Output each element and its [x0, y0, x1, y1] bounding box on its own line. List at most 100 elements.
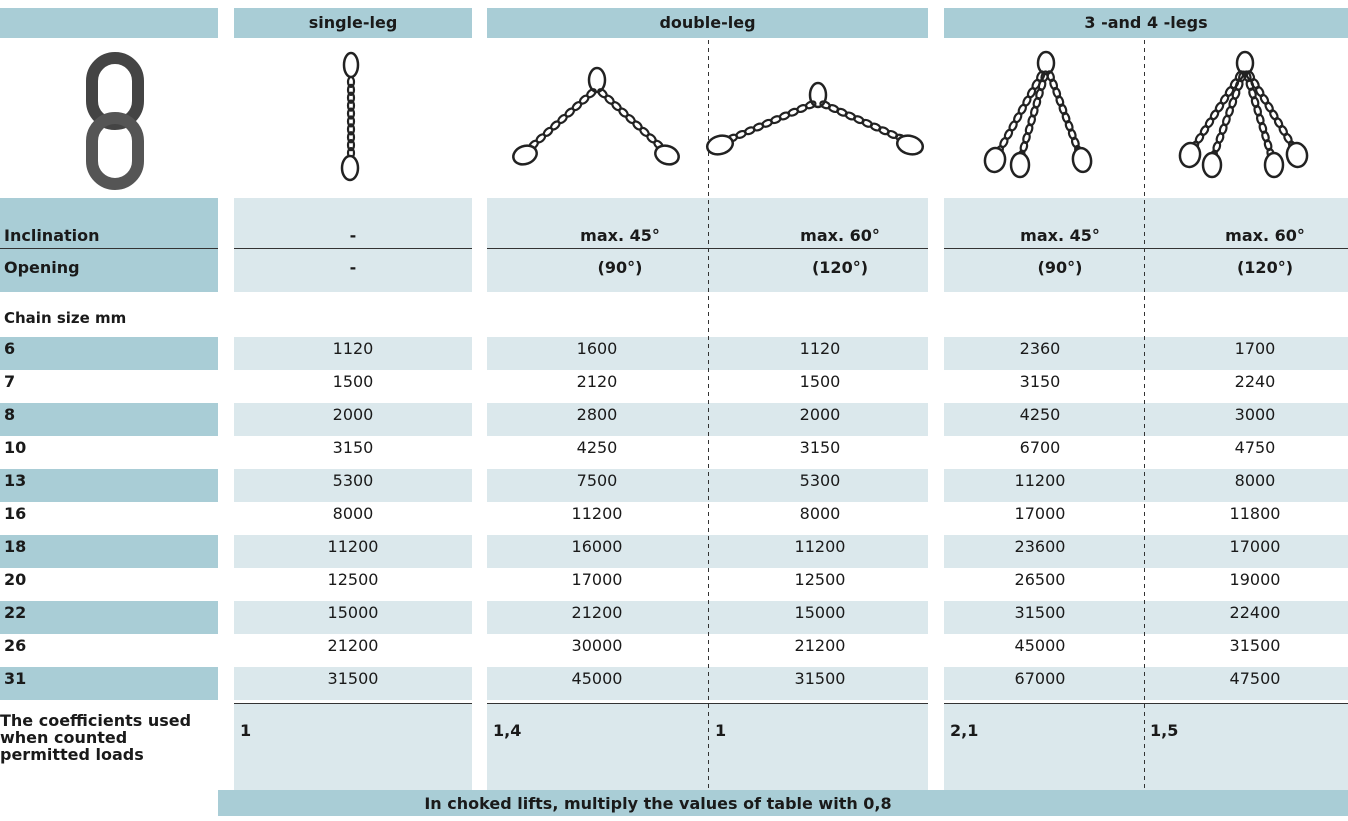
load-value: 7500 [576, 471, 618, 490]
chain-size: 6 [4, 339, 16, 358]
rule [234, 248, 472, 249]
value-cell [234, 667, 472, 700]
chain-link [1046, 70, 1055, 83]
load-value: 3150 [1019, 372, 1061, 391]
value-cell [487, 601, 928, 634]
rule [708, 248, 928, 249]
chain-link [705, 134, 735, 156]
load-value: 22400 [1229, 603, 1281, 622]
chain-link [1009, 151, 1031, 179]
chain-size: 18 [4, 537, 27, 556]
chain-link [1263, 151, 1285, 179]
load-value: 67000 [1014, 669, 1066, 688]
load-value: 31500 [327, 669, 379, 688]
chain-size: 26 [4, 636, 27, 655]
load-value: 12500 [794, 570, 846, 589]
load-value: 15000 [327, 603, 379, 622]
load-value: 45000 [1014, 636, 1066, 655]
value-cell [234, 703, 472, 790]
value-cell [234, 198, 472, 292]
chain-link [1067, 128, 1077, 141]
load-value: 30000 [571, 636, 623, 655]
chain-icons [86, 50, 1309, 190]
value-cell [944, 198, 1348, 292]
label-cell [0, 337, 218, 370]
chain-link [1036, 50, 1056, 76]
value-cell [487, 198, 928, 292]
value-cell [944, 703, 1348, 790]
load-value: 17000 [1014, 504, 1066, 523]
header-cell [944, 8, 1348, 38]
chain-size: 22 [4, 603, 27, 622]
load-value: 17000 [1229, 537, 1281, 556]
load-value: 31500 [794, 669, 846, 688]
chain-link [346, 75, 356, 89]
value-cell [234, 403, 472, 436]
chain-size: 8 [4, 405, 16, 424]
load-value: 1600 [576, 339, 618, 358]
opening-value: (120°) [811, 258, 869, 277]
rule [487, 703, 708, 704]
chain-size: 7 [4, 372, 16, 391]
opening-value: (90°) [597, 258, 643, 277]
value-cell [944, 535, 1348, 568]
label-cell [0, 469, 218, 502]
load-value: 3150 [799, 438, 841, 457]
load-value: 11800 [1229, 504, 1281, 523]
load-value: 31500 [1014, 603, 1066, 622]
chain-link [340, 154, 360, 182]
chain-link [86, 112, 144, 190]
chain-link [1285, 141, 1309, 169]
rule [944, 703, 1144, 704]
row-label: The coefficients used when counted permi… [0, 711, 192, 764]
row-label: Opening [4, 258, 80, 277]
coefficient: 2,1 [950, 721, 979, 740]
chain-link [1052, 86, 1062, 99]
chain-link [346, 91, 356, 104]
opening-value: - [349, 258, 357, 277]
value-cell [234, 535, 472, 568]
load-value: 11200 [327, 537, 379, 556]
load-value: 1120 [332, 339, 374, 358]
load-value: 5300 [332, 471, 374, 490]
load-value: 1500 [799, 372, 841, 391]
load-value: 3000 [1234, 405, 1276, 424]
rule [944, 248, 1144, 249]
load-value: 3150 [332, 438, 374, 457]
coefficient: 1 [715, 721, 727, 740]
load-value: 1120 [799, 339, 841, 358]
value-cell [944, 403, 1348, 436]
load-value: 1700 [1234, 339, 1276, 358]
inclination-value: max. 60° [1225, 226, 1305, 245]
load-value: 8000 [332, 504, 374, 523]
chain-link [1055, 95, 1065, 107]
header-cell [0, 8, 218, 38]
opening-value: (120°) [1236, 258, 1294, 277]
load-value: 8000 [1234, 471, 1276, 490]
rule [234, 703, 472, 704]
chain-link [983, 146, 1007, 174]
value-cell [487, 469, 928, 502]
header-cell [487, 8, 928, 38]
rule [487, 248, 708, 249]
chain-link [1178, 141, 1202, 169]
value-cell [487, 403, 928, 436]
chain-size: 31 [4, 669, 27, 688]
chain-link [1070, 136, 1080, 149]
load-value: 2120 [576, 372, 618, 391]
load-value: 31500 [1229, 636, 1281, 655]
chain-link [512, 144, 538, 166]
value-cell [487, 535, 928, 568]
load-value: 23600 [1014, 537, 1066, 556]
rule [1144, 703, 1348, 704]
load-value: 2240 [1234, 372, 1276, 391]
coefficient: 1,5 [1150, 721, 1179, 740]
chain-size: 16 [4, 504, 27, 523]
value-cell [487, 337, 928, 370]
load-value: 21200 [794, 636, 846, 655]
label-cell [0, 601, 218, 634]
load-value: 11200 [571, 504, 623, 523]
rule [0, 248, 218, 249]
